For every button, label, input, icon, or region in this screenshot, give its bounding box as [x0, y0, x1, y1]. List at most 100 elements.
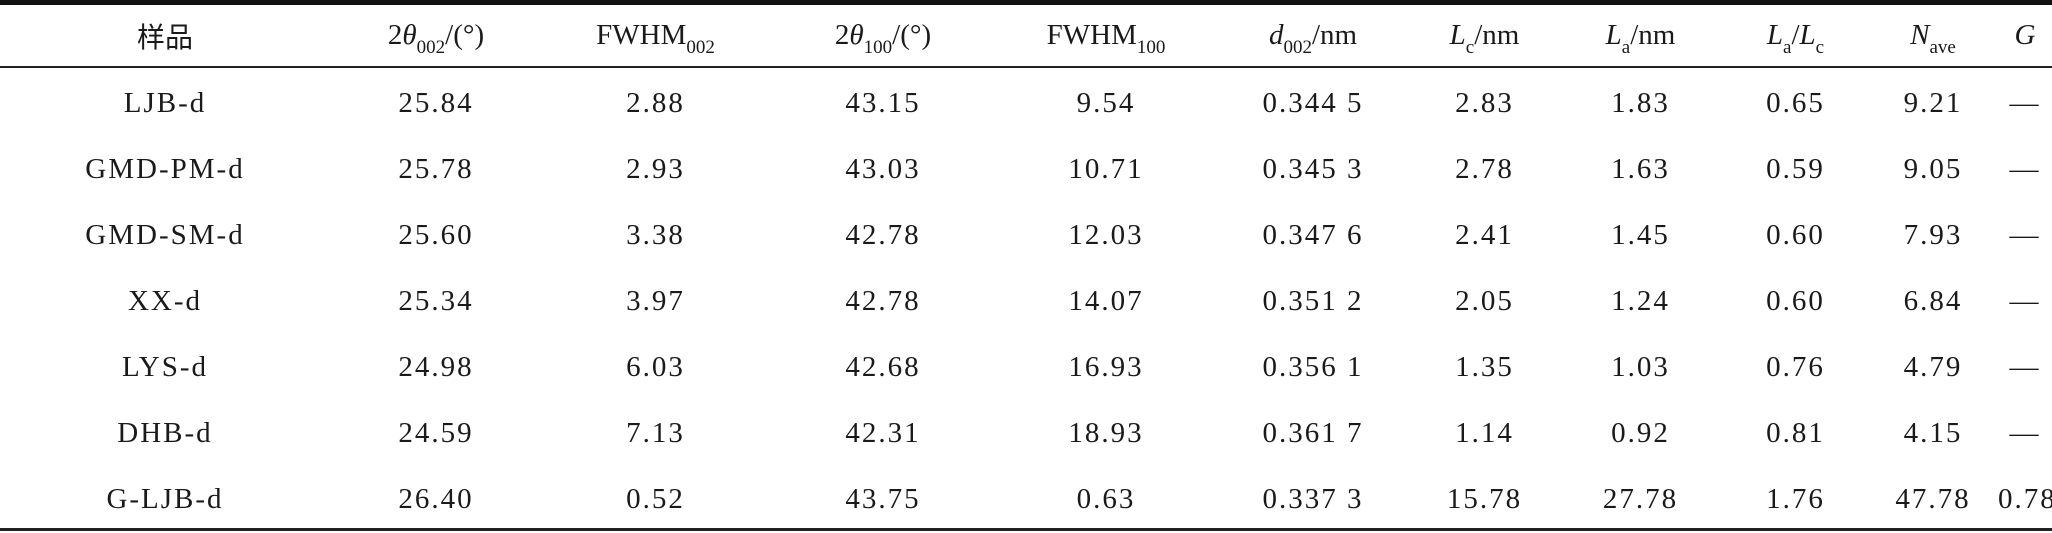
header-n-ave: Nave: [1910, 19, 1956, 58]
cell-fwhm-100: 10.71: [1068, 152, 1144, 185]
cell-two-theta-002: 26.40: [398, 482, 474, 515]
cell-g: —: [2009, 416, 2041, 449]
cell-two-theta-100: 43.75: [845, 482, 921, 515]
header-two-theta-100: 2θ100/(°): [834, 19, 932, 58]
header-la: La/nm: [1605, 19, 1676, 58]
cell-n-ave: 7.93: [1903, 218, 1963, 251]
cell-fwhm-100: 9.54: [1076, 86, 1136, 119]
cell-lc: 2.78: [1455, 152, 1514, 185]
cell-la: 1.03: [1611, 350, 1670, 383]
cell-sample: LYS-d: [121, 350, 209, 383]
cell-lc: 15.78: [1446, 482, 1523, 515]
xrd-parameters-table: 样品 2θ002/(°) FWHM002 2θ100/(°) FWHM100 d…: [0, 5, 2052, 532]
cell-lc: 2.05: [1455, 284, 1514, 317]
cell-n-ave: 9.05: [1903, 152, 1963, 185]
cell-fwhm-100: 16.93: [1068, 350, 1144, 383]
table-row: XX-d 25.34 3.97 42.78 14.07 0.351 2 2.05…: [0, 268, 2052, 334]
cell-la-over-lc: 0.81: [1766, 416, 1825, 449]
cell-two-theta-002: 25.34: [398, 284, 474, 317]
cell-fwhm-002: 3.38: [626, 218, 685, 251]
header-two-theta-002: 2θ002/(°): [387, 19, 485, 58]
cell-la-over-lc: 0.59: [1766, 152, 1825, 185]
cell-two-theta-100: 43.03: [845, 152, 921, 185]
cell-n-ave: 4.79: [1903, 350, 1963, 383]
cell-la-over-lc: 0.60: [1766, 284, 1825, 317]
header-g: G: [2014, 19, 2036, 51]
header-sample: 样品: [136, 20, 193, 54]
table-row: DHB-d 24.59 7.13 42.31 18.93 0.361 7 1.1…: [0, 400, 2052, 466]
cell-fwhm-100: 0.63: [1076, 482, 1136, 515]
cell-two-theta-100: 42.68: [845, 350, 921, 383]
cell-fwhm-100: 18.93: [1068, 416, 1144, 449]
cell-la-over-lc: 0.76: [1766, 350, 1825, 383]
cell-two-theta-002: 24.59: [398, 416, 474, 449]
cell-la-over-lc: 0.60: [1766, 218, 1825, 251]
cell-la: 1.24: [1611, 284, 1670, 317]
cell-g: —: [2009, 86, 2041, 119]
table-row: GMD-SM-d 25.60 3.38 42.78 12.03 0.347 6 …: [0, 202, 2052, 268]
cell-d-002: 0.347 6: [1262, 218, 1364, 251]
cell-n-ave: 6.84: [1903, 284, 1963, 317]
cell-two-theta-002: 25.60: [398, 218, 474, 251]
cell-two-theta-100: 42.31: [845, 416, 921, 449]
cell-sample: LJB-d: [123, 86, 207, 119]
header-fwhm-100: FWHM100: [1046, 19, 1166, 58]
table-row: G-LJB-d 26.40 0.52 43.75 0.63 0.337 3 15…: [0, 466, 2052, 532]
cell-d-002: 0.337 3: [1262, 482, 1364, 515]
cell-two-theta-002: 25.78: [398, 152, 474, 185]
cell-fwhm-100: 14.07: [1068, 284, 1144, 317]
cell-lc: 1.35: [1455, 350, 1514, 383]
table-bottom-rule: [0, 528, 2052, 531]
header-row: 样品 2θ002/(°) FWHM002 2θ100/(°) FWHM100 d…: [0, 5, 2052, 66]
cell-fwhm-002: 6.03: [626, 350, 685, 383]
cell-n-ave: 4.15: [1903, 416, 1963, 449]
cell-two-theta-100: 43.15: [845, 86, 921, 119]
cell-fwhm-100: 12.03: [1068, 218, 1144, 251]
cell-d-002: 0.344 5: [1262, 86, 1364, 119]
cell-sample: GMD-PM-d: [85, 152, 245, 185]
cell-d-002: 0.345 3: [1262, 152, 1364, 185]
cell-g: —: [2009, 350, 2041, 383]
cell-g: —: [2009, 152, 2041, 185]
cell-sample: DHB-d: [117, 416, 213, 449]
cell-lc: 2.83: [1455, 86, 1514, 119]
cell-lc: 2.41: [1455, 218, 1514, 251]
cell-fwhm-002: 2.88: [626, 86, 685, 119]
cell-fwhm-002: 7.13: [626, 416, 685, 449]
cell-two-theta-002: 24.98: [398, 350, 474, 383]
cell-la-over-lc: 1.76: [1766, 482, 1825, 515]
cell-fwhm-002: 2.93: [626, 152, 685, 185]
header-la-over-lc: La/Lc: [1766, 19, 1825, 58]
cell-sample: G-LJB-d: [106, 482, 224, 515]
cell-d-002: 0.361 7: [1262, 416, 1364, 449]
cell-fwhm-002: 0.52: [626, 482, 685, 515]
cell-sample: GMD-SM-d: [85, 218, 245, 251]
cell-la: 1.45: [1611, 218, 1670, 251]
header-lc: Lc/nm: [1449, 19, 1520, 58]
cell-g: —: [2009, 284, 2041, 317]
cell-n-ave: 9.21: [1903, 86, 1963, 119]
cell-g: —: [2009, 218, 2041, 251]
cell-d-002: 0.351 2: [1262, 284, 1364, 317]
table-row: GMD-PM-d 25.78 2.93 43.03 10.71 0.345 3 …: [0, 136, 2052, 202]
cell-lc: 1.14: [1455, 416, 1514, 449]
cell-two-theta-100: 42.78: [845, 218, 921, 251]
cell-n-ave: 47.78: [1895, 482, 1971, 515]
header-d-002: d002/nm: [1268, 19, 1358, 58]
cell-la: 27.78: [1602, 482, 1679, 515]
cell-two-theta-100: 42.78: [845, 284, 921, 317]
cell-la-over-lc: 0.65: [1766, 86, 1825, 119]
header-fwhm-002: FWHM002: [596, 19, 715, 58]
table-header-rule: [0, 66, 2052, 68]
cell-sample: XX-d: [127, 284, 203, 317]
cell-la: 1.83: [1611, 86, 1670, 119]
cell-d-002: 0.356 1: [1262, 350, 1364, 383]
table-top-rule: [0, 0, 2052, 5]
cell-g: 0.78: [1998, 482, 2052, 515]
cell-fwhm-002: 3.97: [626, 284, 685, 317]
cell-two-theta-002: 25.84: [398, 86, 474, 119]
cell-la: 0.92: [1611, 416, 1670, 449]
table-row: LYS-d 24.98 6.03 42.68 16.93 0.356 1 1.3…: [0, 334, 2052, 400]
table-row: LJB-d 25.84 2.88 43.15 9.54 0.344 5 2.83…: [0, 66, 2052, 136]
cell-la: 1.63: [1611, 152, 1670, 185]
